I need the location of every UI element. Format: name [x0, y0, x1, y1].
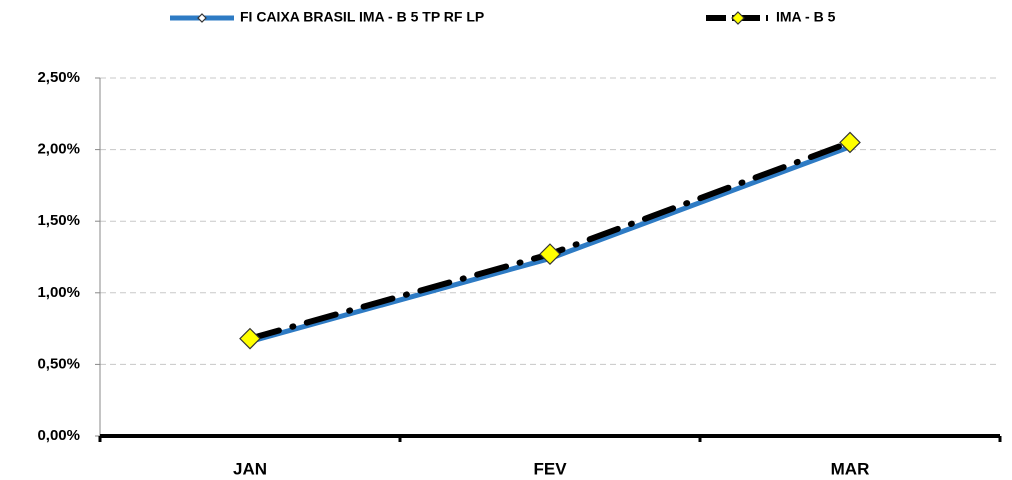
legend-marker	[197, 13, 207, 23]
y-tick-label: 2,00%	[37, 141, 80, 158]
y-tick-label: 2,50%	[37, 69, 80, 86]
x-tick-label: JAN	[233, 459, 267, 478]
y-tick-label: 0,50%	[37, 355, 80, 372]
x-tick-label: MAR	[831, 459, 870, 478]
series-line	[247, 139, 853, 342]
marker	[839, 131, 861, 154]
y-tick-label: 1,00%	[37, 284, 80, 301]
marker	[239, 327, 261, 350]
y-tick-label: 1,50%	[37, 212, 80, 229]
legend-label: IMA - B 5	[776, 9, 836, 25]
legend-label: FI CAIXA BRASIL IMA - B 5 TP RF LP	[240, 9, 484, 25]
marker	[539, 243, 561, 265]
x-tick-label: FEV	[533, 459, 567, 478]
y-tick-label: 0,00%	[37, 427, 80, 444]
legend-marker	[731, 11, 745, 25]
